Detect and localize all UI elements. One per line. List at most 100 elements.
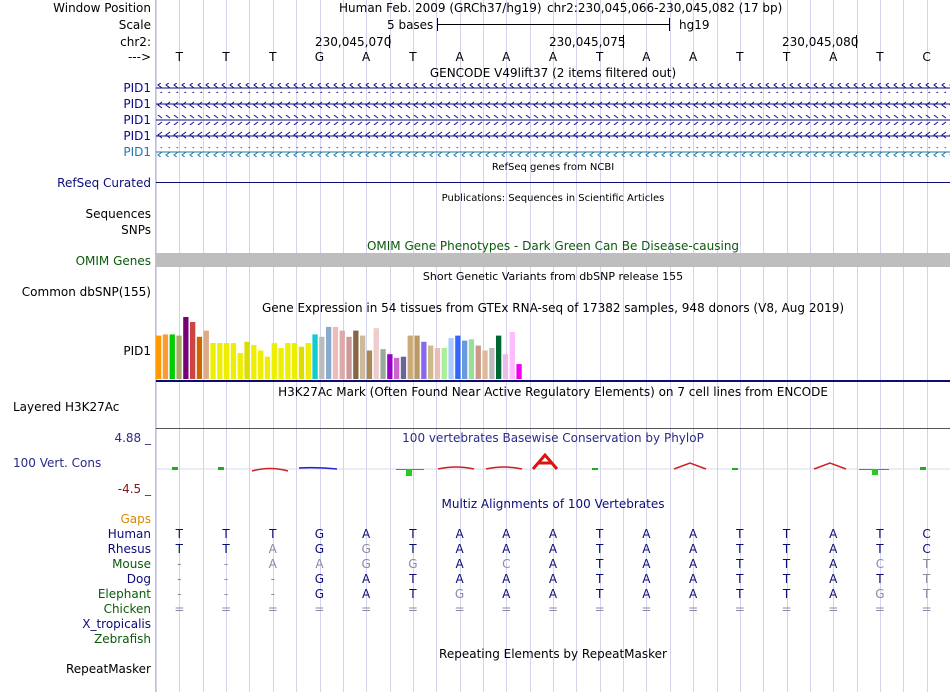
layered-h3k27ac-label[interactable]: Layered H3K27Ac xyxy=(13,400,120,414)
gtex-tissue-bar[interactable] xyxy=(394,357,400,379)
track-display-area[interactable]: Human Feb. 2009 (GRCh37/hg19) chr2:230,0… xyxy=(156,0,950,692)
gtex-tissue-bar[interactable] xyxy=(196,336,203,379)
gtex-tissue-bar[interactable] xyxy=(448,338,454,379)
gtex-expression-chart[interactable] xyxy=(156,313,950,383)
gtex-tissue-bar[interactable] xyxy=(230,343,237,379)
refseq-curated-label[interactable]: RefSeq Curated xyxy=(57,176,151,190)
reference-base: T xyxy=(409,50,417,64)
gtex-tissue-bar[interactable] xyxy=(468,339,475,379)
alignment-base: T xyxy=(782,587,791,601)
gtex-track-title[interactable]: Gene Expression in 54 tissues from GTEx … xyxy=(261,301,845,315)
gtex-tissue-bar[interactable] xyxy=(380,349,386,379)
gtex-tissue-bar[interactable] xyxy=(332,326,339,379)
reference-base: T xyxy=(736,50,744,64)
gtex-tissue-bar[interactable] xyxy=(421,341,427,379)
refseq-gene-line[interactable] xyxy=(156,182,950,183)
gtex-tissue-bar[interactable] xyxy=(502,354,509,379)
gtex-tissue-bar[interactable] xyxy=(482,350,488,380)
alignment-base: A xyxy=(455,572,464,586)
gtex-tissue-bar[interactable] xyxy=(251,344,257,379)
refseq-track-title[interactable]: RefSeq genes from NCBI xyxy=(491,162,615,173)
snps-label[interactable]: SNPs xyxy=(121,223,151,237)
gtex-tissue-bar[interactable] xyxy=(278,348,284,379)
repeatmasker-track-title[interactable]: Repeating Elements by RepeatMasker xyxy=(439,647,667,661)
pid1-transcript-label[interactable]: PID1 xyxy=(123,81,151,95)
gtex-tissue-bar[interactable] xyxy=(441,348,447,379)
common-dbsnp-label[interactable]: Common dbSNP(155) xyxy=(21,285,151,299)
gtex-tissue-bar[interactable] xyxy=(360,335,366,379)
omim-gene-bar[interactable] xyxy=(156,253,950,267)
gtex-tissue-bar[interactable] xyxy=(183,317,189,379)
gtex-tissue-bar[interactable] xyxy=(455,335,461,379)
reference-base: A xyxy=(548,50,558,64)
gtex-tissue-bar[interactable] xyxy=(387,354,393,379)
pid1-transcript-label[interactable]: PID1 xyxy=(123,129,151,143)
gtex-tissue-bar[interactable] xyxy=(434,348,441,379)
gtex-tissue-bar[interactable] xyxy=(292,343,298,379)
publications-track-title[interactable]: Publications: Sequences in Scientific Ar… xyxy=(441,193,665,204)
pid1-transcript-label[interactable]: PID1 xyxy=(123,145,151,159)
gtex-tissue-bar[interactable] xyxy=(339,330,345,379)
gtex-tissue-bar[interactable] xyxy=(298,346,305,379)
alignment-base: = xyxy=(734,602,745,616)
conservation-mark xyxy=(218,467,224,470)
gtex-tissue-bar[interactable] xyxy=(509,331,515,379)
gtex-tissue-bar[interactable] xyxy=(217,343,223,379)
alignment-base: T xyxy=(596,557,604,571)
gtex-tissue-bar[interactable] xyxy=(162,334,169,379)
gtex-tissue-bar[interactable] xyxy=(462,340,468,379)
gtex-tissue-bar[interactable] xyxy=(326,326,332,379)
dbsnp-track-title[interactable]: Short Genetic Variants from dbSNP releas… xyxy=(422,270,684,283)
conservation-signal[interactable] xyxy=(156,452,950,482)
conservation-track-title[interactable]: 100 vertebrates Basewise Conservation by… xyxy=(402,431,704,445)
gtex-tissue-bar[interactable] xyxy=(312,334,318,379)
gtex-tissue-bar[interactable] xyxy=(210,343,216,379)
alignment-base: T xyxy=(782,557,791,571)
omim-genes-label[interactable]: OMIM Genes xyxy=(75,254,151,268)
gtex-tissue-bar[interactable] xyxy=(414,335,420,379)
gtex-tissue-bar[interactable] xyxy=(176,335,182,379)
gtex-tissue-bar[interactable] xyxy=(475,345,481,380)
alignment-base: = xyxy=(221,602,232,616)
repeatmasker-label[interactable]: RepeatMasker xyxy=(65,662,151,676)
gtex-tissue-bar[interactable] xyxy=(224,343,230,379)
conservation-track-label[interactable]: 100 Vert. Cons xyxy=(13,456,102,470)
conservation-arc xyxy=(673,462,707,470)
alignment-base: T xyxy=(876,542,884,556)
gtex-tissue-bar[interactable] xyxy=(156,335,162,379)
pid1-transcript-arrows[interactable] xyxy=(156,83,950,157)
gtex-tissue-bar[interactable] xyxy=(190,322,196,379)
h3k27ac-track-title[interactable]: H3K27Ac Mark (Often Found Near Active Re… xyxy=(278,385,828,399)
alignment-base: A xyxy=(829,542,838,556)
alignment-base: G xyxy=(408,557,418,571)
gtex-tissue-bar[interactable] xyxy=(244,341,250,379)
gtex-tissue-bar[interactable] xyxy=(305,343,311,379)
pid1-transcript-label[interactable]: PID1 xyxy=(123,113,151,127)
gtex-tissue-bar[interactable] xyxy=(203,330,209,379)
multiz-track-title[interactable]: Multiz Alignments of 100 Vertebrates xyxy=(441,497,665,511)
sequences-label[interactable]: Sequences xyxy=(85,207,151,221)
omim-track-title[interactable]: OMIM Gene Phenotypes - Dark Green Can Be… xyxy=(366,239,740,253)
gencode-track-title[interactable]: GENCODE V49lift37 (2 items filtered out) xyxy=(429,66,677,80)
gtex-tissue-bar[interactable] xyxy=(489,348,495,379)
gtex-tissue-bar[interactable] xyxy=(373,328,379,379)
gtex-tissue-bar[interactable] xyxy=(169,334,175,379)
gtex-tissue-bar[interactable] xyxy=(346,336,352,379)
gtex-tissue-bar[interactable] xyxy=(285,343,291,379)
gtex-tissue-bar[interactable] xyxy=(428,345,434,380)
gtex-tissue-bar[interactable] xyxy=(366,350,373,380)
gtex-tissue-bar[interactable] xyxy=(353,330,359,379)
gtex-tissue-bar[interactable] xyxy=(407,335,413,379)
pid1-transcript-label[interactable]: PID1 xyxy=(123,97,151,111)
gtex-tissue-bar[interactable] xyxy=(271,343,277,379)
gtex-gene-label[interactable]: PID1 xyxy=(123,344,151,358)
gtex-tissue-bar[interactable] xyxy=(237,353,243,379)
gencode-transcripts[interactable] xyxy=(156,80,950,160)
gtex-tissue-bar[interactable] xyxy=(400,356,407,379)
gtex-tissue-bar[interactable] xyxy=(258,350,264,380)
gtex-tissue-bar[interactable] xyxy=(264,356,271,379)
gtex-tissue-bar[interactable] xyxy=(516,364,522,379)
gtex-tissue-bar[interactable] xyxy=(319,336,325,379)
gtex-tissue-bar[interactable] xyxy=(496,335,502,379)
